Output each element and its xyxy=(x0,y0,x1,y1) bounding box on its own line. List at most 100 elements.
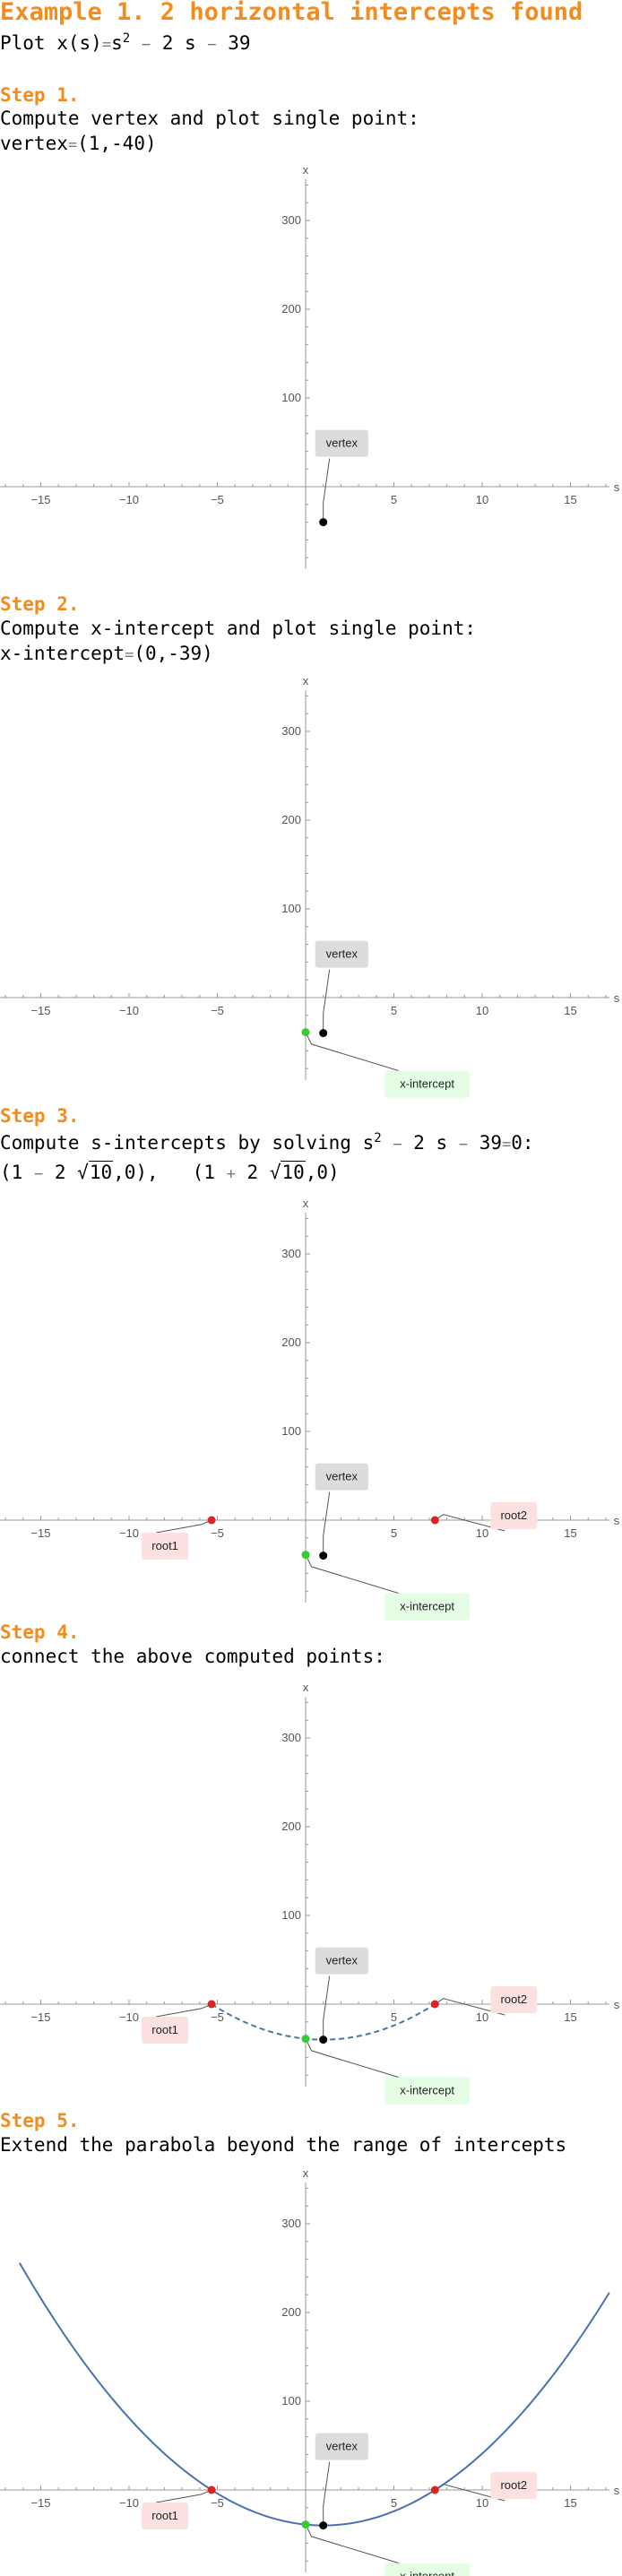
y-tick-label: 100 xyxy=(281,902,301,915)
x-intercept-point xyxy=(301,2520,310,2529)
root2-label: root2 xyxy=(500,1993,527,2006)
vertex-label-box xyxy=(315,429,368,457)
y-tick-label: 300 xyxy=(281,1731,301,1744)
x-intercept-leader-line xyxy=(305,2038,400,2079)
page-title: Example 1. 2 horizontal intercepts found xyxy=(0,0,583,26)
x-tick-label: −15 xyxy=(30,2496,50,2510)
root2-label-box xyxy=(490,1986,538,2013)
x-tick-label: −10 xyxy=(119,493,139,506)
x-tick-label: 5 xyxy=(391,2496,397,2510)
y-tick-label: 200 xyxy=(281,302,301,316)
x-tick-label: −15 xyxy=(30,1526,50,1540)
x-axis-label: s xyxy=(614,2484,620,2497)
root2-label: root2 xyxy=(500,1508,527,1522)
vertex-leader-line xyxy=(323,1975,331,2040)
x-tick-label: 15 xyxy=(564,1526,576,1540)
vertex-label: vertex xyxy=(326,2440,359,2453)
y-axis-label: x xyxy=(303,2166,309,2180)
x-intercept-label-box xyxy=(384,1070,471,1098)
step-4-chart: −15 −10 −5 5 10 15 100 200 300 s x vertex x-intercep… xyxy=(0,1681,620,2105)
step-3-line-1: Compute s-intercepts by solving s2 − 2 s… xyxy=(0,1131,534,1154)
x-tick-label: 10 xyxy=(476,493,488,506)
x-tick-label: −5 xyxy=(211,2010,224,2024)
x-axis-label: s xyxy=(614,480,620,494)
vertex-label: vertex xyxy=(326,947,359,961)
step-1-line-2: vertex=(1,-40) xyxy=(0,133,157,154)
step-3-roots: (1 − 2 √10,0), (1 + 2 √10,0) xyxy=(0,1161,340,1183)
x-intercept-leader-line xyxy=(305,1032,400,1072)
root1-label-box xyxy=(142,1533,189,1560)
root2-point xyxy=(430,2000,439,2009)
x-tick-label: −5 xyxy=(211,493,224,506)
x-intercept-label: x-intercept xyxy=(400,1077,454,1091)
y-tick-label: 200 xyxy=(281,813,301,826)
x-intercept-label: x-intercept xyxy=(400,1600,454,1613)
x-intercept-point xyxy=(301,1028,310,1037)
vertex-label-box xyxy=(315,1947,368,1975)
x-tick-label: 15 xyxy=(564,2010,576,2024)
y-tick-label: 100 xyxy=(281,1424,301,1438)
step-2-chart: −15 −10 −5 5 10 15 100 200 300 s x vertex x-intercep… xyxy=(0,674,620,1098)
y-axis-label: x xyxy=(303,1681,309,1694)
vertex-leader-line xyxy=(323,2461,331,2526)
x-axis-label: s xyxy=(614,1514,620,1527)
x-tick-label: −15 xyxy=(30,2010,50,2024)
x-tick-label: 10 xyxy=(476,1004,488,1017)
vertex-label-box xyxy=(315,2433,368,2460)
root1-label-box xyxy=(142,2503,189,2529)
y-tick-label: 300 xyxy=(281,1247,301,1260)
x-tick-label: 5 xyxy=(391,1526,397,1540)
x-tick-label: 5 xyxy=(391,493,397,506)
vertex-label: vertex xyxy=(326,437,359,450)
y-tick-label: 200 xyxy=(281,1336,301,1349)
x-intercept-leader-line xyxy=(305,1554,400,1595)
vertex-point xyxy=(319,1029,328,1038)
step-5-chart: −15 −10 −5 5 10 15 100 200 300 s x vertex x-intercep… xyxy=(0,2166,620,2576)
vertex-leader-line xyxy=(323,1491,331,1556)
step-1-line-1: Compute vertex and plot single point: xyxy=(0,108,419,129)
x-tick-label: −10 xyxy=(119,1004,139,1017)
y-tick-label: 100 xyxy=(281,391,301,404)
root1-label: root1 xyxy=(151,2509,178,2522)
root1-label-box xyxy=(142,2017,189,2044)
root1-leader-line xyxy=(156,1519,212,1534)
step-4-label: Step 4. xyxy=(0,1621,80,1643)
x-tick-label: 5 xyxy=(391,2010,397,2024)
step-2-line-1: Compute x-intercept and plot single poin… xyxy=(0,618,477,639)
x-tick-label: 5 xyxy=(391,1004,397,1017)
x-tick-label: −10 xyxy=(119,1526,139,1540)
y-tick-label: 300 xyxy=(281,2217,301,2230)
x-intercept-label: x-intercept xyxy=(400,2084,454,2097)
x-intercept-leader-line xyxy=(305,2524,400,2564)
parabola-curve xyxy=(18,2262,610,2527)
x-tick-label: −5 xyxy=(211,1004,224,1017)
x-intercept-label: x-intercept xyxy=(400,2570,454,2576)
y-tick-label: 100 xyxy=(281,1908,301,1922)
function-lhs: x(s) xyxy=(56,32,102,54)
y-tick-label: 200 xyxy=(281,1820,301,1833)
root1-point xyxy=(207,2000,216,2009)
x-tick-label: 15 xyxy=(564,2496,576,2510)
root2-label-box xyxy=(490,2472,538,2499)
root2-label: root2 xyxy=(500,2478,527,2492)
x-tick-label: 10 xyxy=(476,2496,488,2510)
y-tick-label: 300 xyxy=(281,724,301,738)
vertex-leader-line xyxy=(323,458,331,523)
x-intercept-label-box xyxy=(384,1593,471,1621)
step-2-line-2: x-intercept=(0,-39) xyxy=(0,643,213,664)
y-axis-label: x xyxy=(303,1197,309,1210)
x-tick-label: −5 xyxy=(211,1526,224,1540)
y-tick-label: 300 xyxy=(281,213,301,227)
x-intercept-point xyxy=(301,2035,310,2044)
y-tick-label: 200 xyxy=(281,2305,301,2319)
root1-label: root1 xyxy=(151,1539,178,1552)
y-axis-label: x xyxy=(303,163,309,177)
step-4-line-1: connect the above computed points: xyxy=(0,1646,385,1667)
root1-leader-line xyxy=(156,2489,212,2503)
plot-label: Plot xyxy=(0,32,46,54)
x-tick-label: 15 xyxy=(564,493,576,506)
x-tick-label: 10 xyxy=(476,1526,488,1540)
x-intercept-label-box xyxy=(384,2563,471,2576)
root1-leader-line xyxy=(156,2003,212,2018)
vertex-point xyxy=(319,2521,328,2530)
